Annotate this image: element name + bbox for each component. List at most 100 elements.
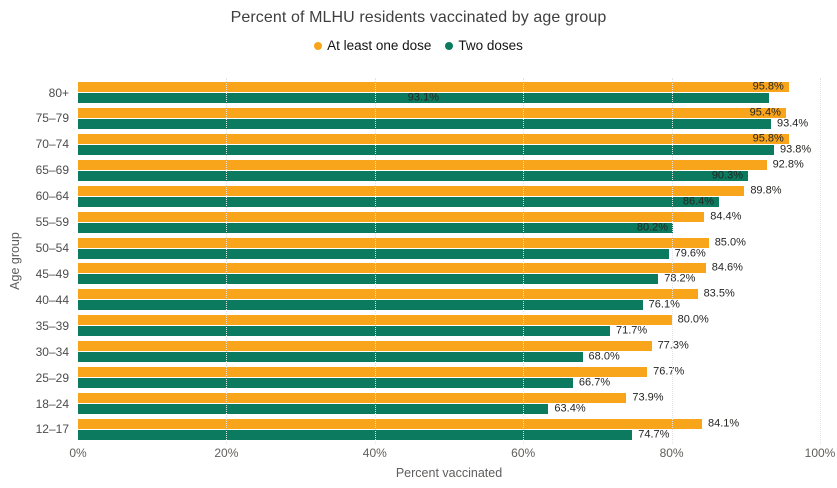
bar-label: 66.7% [578, 376, 611, 389]
bar-label: 80.0% [677, 313, 709, 326]
bar-at-least-one-dose[interactable]: 76.7% [78, 366, 684, 378]
bar-two-doses[interactable]: 93.8% [78, 144, 811, 155]
bar-two-doses[interactable]: 90.3% [78, 169, 749, 182]
y-tick-label: 18–24 [35, 396, 69, 411]
y-tick-label: 80+ [48, 85, 69, 100]
bar-label: 93.1% [407, 91, 439, 104]
bar-group: 60–64 89.8% 86.4% [36, 185, 820, 208]
bar-label: 79.6% [674, 247, 706, 260]
x-tick-label: 100% [804, 446, 836, 460]
bar-two-doses[interactable]: 74.7% [78, 429, 669, 440]
legend-item-at-least-one-dose[interactable]: At least one dose [314, 38, 431, 53]
bar-at-least-one-dose[interactable]: 73.9% [78, 392, 664, 404]
bar-label: 76.1% [648, 298, 680, 311]
gridline [820, 78, 821, 444]
bar-group: 30–34 77.3% 68.0% [36, 340, 820, 363]
bar-two-doses[interactable]: 79.6% [78, 248, 706, 259]
legend-label: At least one dose [327, 38, 432, 53]
bar-two-doses[interactable]: 66.7% [78, 377, 610, 389]
bar-label: 78.2% [664, 272, 696, 285]
bar-two-doses[interactable]: 63.4% [78, 403, 586, 415]
bar-label: 84.6% [711, 261, 743, 274]
bar-label: 73.9% [632, 391, 664, 404]
bar-label: 84.4% [710, 210, 742, 223]
legend-item-two-doses[interactable]: Two doses [445, 38, 523, 53]
bar-label: 93.8% [779, 143, 812, 156]
legend-marker-circle-icon [314, 41, 323, 50]
bar-group: 40–44 83.5% 76.1% [36, 288, 820, 311]
bar-group: 70–74 95.8% 93.8% [36, 132, 820, 155]
bar-label: 95.8% [752, 80, 784, 93]
bar-two-doses[interactable]: 71.7% [78, 325, 647, 337]
y-tick-label: 40–44 [35, 292, 69, 307]
bar-two-doses[interactable]: 68.0% [78, 351, 620, 363]
y-tick-label: 30–34 [35, 344, 69, 359]
bar-label: 95.8% [752, 132, 784, 145]
x-axis-title: Percent vaccinated [395, 466, 503, 480]
bar-label: 80.2% [636, 221, 669, 234]
gridline [374, 78, 376, 444]
bar-label: 89.8% [750, 184, 782, 197]
y-tick-label: 55–59 [35, 215, 69, 230]
bar-group: 55–59 84.4% 80.2% [36, 211, 820, 234]
bar-group: 50–54 85.0% 79.6% [36, 237, 820, 259]
bar-label: 85.0% [714, 236, 746, 249]
bar-label: 83.5% [703, 287, 735, 300]
bar-label: 90.3% [711, 169, 744, 182]
y-tick-label: 65–69 [35, 163, 69, 178]
x-tick-label: 20% [214, 446, 239, 460]
gridline [523, 78, 525, 444]
gridline [671, 78, 673, 444]
bar-group: 80+ 95.8% 93.1% [49, 80, 820, 104]
bar-group: 45–49 84.6% 78.2% [36, 262, 820, 285]
legend: At least one dose Two doses [0, 38, 837, 53]
bar-label: 84.1% [708, 417, 740, 430]
bar-label: 93.4% [777, 117, 809, 130]
bar-at-least-one-dose[interactable]: 92.8% [78, 159, 804, 170]
y-tick-label: 75–79 [35, 111, 69, 126]
bar-label: 77.3% [657, 339, 689, 352]
plot-area: 80+ 95.8% 93.1% 75–79 95.4% 93.4% 70–74 95.8% 93… [36, 78, 821, 444]
bar-rows: 80+ 95.8% 93.1% 75–79 95.4% 93.4% 70–74 95.8% 93… [36, 80, 820, 442]
bar-at-least-one-dose[interactable]: 84.1% [78, 418, 739, 429]
chart-title: Percent of MLHU residents vaccinated by … [230, 9, 607, 26]
bar-label: 86.4% [682, 195, 715, 208]
bar-two-doses[interactable]: 76.1% [78, 299, 680, 311]
x-axis: 0% 20% 40% 60% 80% 100% [69, 446, 835, 461]
legend-label: Two doses [458, 38, 523, 53]
bar-at-least-one-dose[interactable]: 89.8% [78, 185, 782, 196]
bar-group: 65–69 92.8% 90.3% [36, 159, 820, 182]
bar-at-least-one-dose[interactable]: 95.4% [78, 106, 786, 119]
legend-marker-circle-icon [445, 41, 454, 50]
bar-group: 35–39 80.0% 71.7% [36, 313, 820, 337]
gridline [226, 78, 228, 444]
bar-group: 25–29 76.7% 66.7% [36, 366, 820, 389]
bar-at-least-one-dose[interactable]: 83.5% [78, 288, 735, 300]
bar-group: 75–79 95.4% 93.4% [36, 106, 820, 129]
bar-two-doses[interactable]: 93.4% [78, 118, 808, 129]
bar-label: 76.7% [653, 365, 685, 378]
y-axis-title: Age group [8, 232, 22, 290]
bar-at-least-one-dose[interactable]: 95.8% [78, 80, 789, 93]
bar-label: 68.0% [588, 350, 620, 363]
bar-group: 12–17 84.1% 74.7% [36, 418, 820, 440]
bar-label: 92.8% [772, 158, 804, 171]
bar-at-least-one-dose[interactable]: 85.0% [78, 237, 746, 248]
bar-at-least-one-dose[interactable]: 84.6% [78, 262, 743, 274]
bar-at-least-one-dose[interactable]: 84.4% [78, 211, 741, 222]
y-tick-label: 45–49 [35, 266, 69, 281]
bar-two-doses[interactable]: 78.2% [78, 273, 695, 285]
y-tick-label: 60–64 [35, 189, 69, 204]
x-tick-label: 80% [659, 446, 684, 460]
bar-at-least-one-dose[interactable]: 77.3% [78, 340, 689, 352]
bar-at-least-one-dose[interactable]: 95.8% [78, 132, 789, 145]
x-tick-label: 40% [362, 446, 387, 460]
x-tick-label: 60% [511, 446, 536, 460]
y-tick-label: 50–54 [35, 241, 69, 256]
bar-label: 95.4% [749, 106, 781, 119]
bar-two-doses[interactable]: 93.1% [78, 91, 769, 104]
y-tick-label: 70–74 [35, 137, 69, 152]
bar-two-doses[interactable]: 86.4% [78, 195, 720, 208]
bar-label: 74.7% [638, 428, 670, 441]
